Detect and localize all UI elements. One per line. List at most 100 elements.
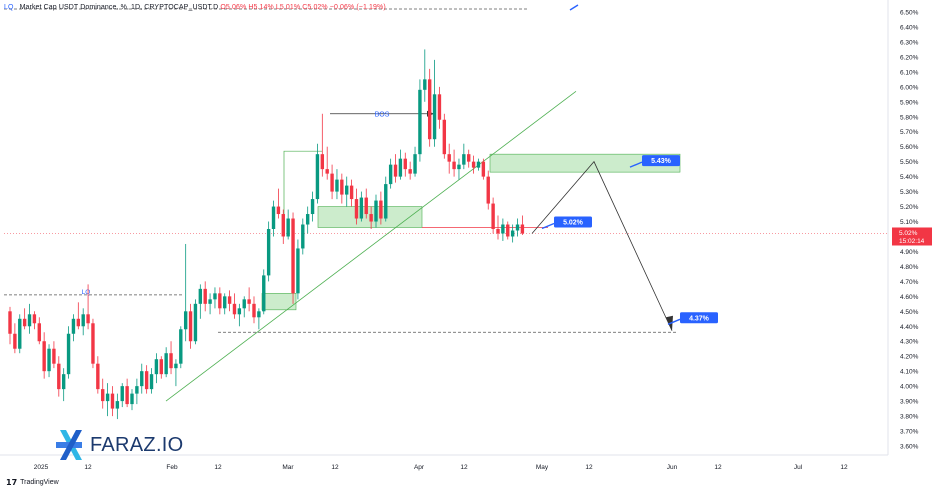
candle-body	[432, 94, 437, 140]
chart-header: LQ Market Cap USDT Dominance, %, 1D, CRY…	[4, 4, 386, 11]
x-tick-label: May	[536, 464, 549, 471]
faraz-logo-icon	[56, 430, 82, 460]
y-tick-label: 5.80%	[900, 114, 919, 121]
candle-body	[452, 161, 456, 170]
trendline	[165, 90, 577, 402]
candle-body	[223, 296, 227, 309]
candle-body	[218, 293, 222, 309]
candle-body	[257, 311, 261, 318]
candle-body	[81, 314, 85, 327]
y-tick-label: 5.90%	[900, 99, 919, 106]
y-tick-label: 4.70%	[900, 279, 919, 286]
candle-body	[271, 206, 276, 229]
tradingview-logo[interactable]: 17 TradingView	[6, 478, 59, 487]
tradingview-label: TradingView	[20, 479, 59, 486]
candle-body	[27, 314, 32, 327]
candle-body	[403, 158, 407, 170]
x-tick-label: Jun	[667, 464, 678, 471]
y-tick-label: 3.60%	[900, 444, 919, 451]
candle-body	[427, 79, 432, 140]
candle-body	[120, 386, 124, 402]
candle-body	[115, 401, 120, 409]
candle-body	[388, 164, 393, 185]
callout-437-pointer	[667, 318, 681, 325]
callout-543-text: 5.43%	[651, 158, 672, 165]
candle-body	[154, 359, 159, 375]
candle-body	[262, 275, 266, 312]
candle-body	[437, 94, 442, 120]
candle-body	[486, 176, 490, 204]
x-tick-label: 12	[84, 464, 92, 471]
callout-543-box	[642, 155, 680, 167]
candle-body	[413, 154, 417, 174]
y-tick-label: 3.80%	[900, 414, 919, 421]
x-tick-label: 12	[214, 464, 222, 471]
y-tick-label: 4.80%	[900, 264, 919, 271]
candle-body	[66, 333, 71, 375]
candle-body	[135, 386, 139, 394]
candle-body	[110, 393, 115, 409]
candle-body	[310, 199, 315, 215]
candle-body	[418, 89, 422, 155]
y-tick-label: 5.20%	[900, 204, 919, 211]
candle-body	[22, 318, 27, 327]
candle-body	[510, 230, 515, 237]
candle-body	[423, 79, 427, 90]
candle-body	[193, 303, 198, 342]
candle-body	[208, 299, 212, 304]
candle-body	[101, 389, 105, 402]
x-tick-label: 12	[331, 464, 339, 471]
candle-body	[506, 224, 510, 237]
callout-543-pointer	[629, 161, 643, 168]
candle-body	[37, 323, 41, 342]
y-tick-label: 4.30%	[900, 339, 919, 346]
candle-body	[393, 164, 398, 177]
top-marker	[569, 4, 579, 11]
candle-body	[149, 374, 154, 390]
candle-body	[57, 363, 61, 390]
candle-body	[237, 308, 242, 315]
candle-body	[315, 154, 320, 200]
y-tick-label: 3.90%	[900, 399, 919, 406]
y-tick-label: 5.40%	[900, 174, 919, 181]
x-tick-label: Feb	[166, 464, 178, 471]
candle-body	[286, 218, 290, 237]
candle-body	[18, 318, 22, 349]
candle-body	[188, 311, 193, 342]
candle-body	[408, 169, 412, 174]
candle-body	[61, 374, 66, 390]
x-tick-label: Jul	[794, 464, 803, 471]
candle-body	[32, 314, 37, 324]
candle-body	[276, 206, 281, 215]
tradingview-icon: 17	[6, 478, 18, 487]
x-tick-label: Mar	[282, 464, 294, 471]
candle-body	[252, 303, 256, 318]
y-tick-label: 4.10%	[900, 369, 919, 376]
y-tick-label: 5.10%	[900, 219, 919, 226]
candle-body	[71, 318, 76, 334]
candle-body	[169, 353, 173, 369]
y-tick-label: 4.50%	[900, 309, 919, 316]
callout-502-box	[554, 216, 592, 228]
candle-body	[301, 224, 305, 249]
candle-body	[364, 197, 368, 215]
x-tick-label: Apr	[414, 464, 425, 471]
candle-body	[320, 154, 325, 170]
candle-body	[330, 173, 334, 192]
candle-body	[179, 329, 183, 364]
candle-body	[354, 199, 359, 219]
candle-body	[345, 185, 349, 195]
y-tick-label: 6.10%	[900, 69, 919, 76]
x-tick-label: 12	[460, 464, 468, 471]
x-tick-label: 12	[714, 464, 722, 471]
candle-body	[369, 214, 373, 222]
y-tick-label: 5.30%	[900, 189, 919, 196]
candle-body	[13, 333, 17, 349]
candle-body	[481, 161, 486, 177]
callout-502-pointer	[541, 222, 555, 230]
candle-body	[384, 184, 388, 219]
candle-body	[359, 197, 364, 219]
candle-body	[140, 371, 144, 387]
candle-body	[159, 359, 163, 375]
